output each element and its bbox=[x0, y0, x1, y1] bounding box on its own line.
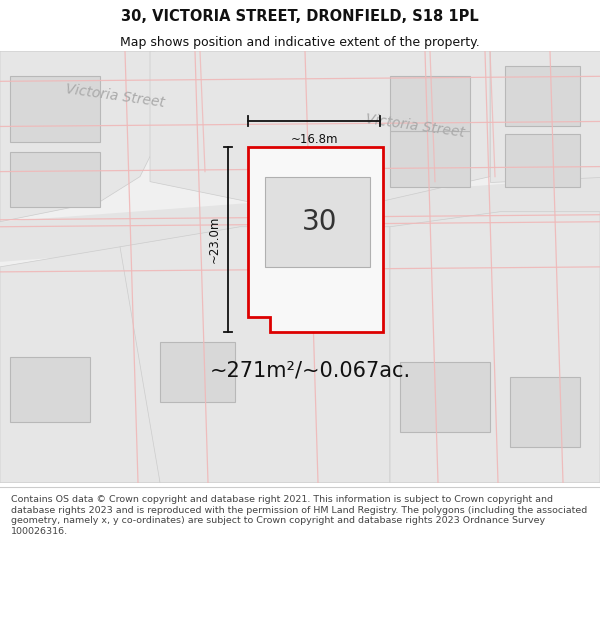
Bar bbox=[510, 378, 580, 448]
Text: ~16.8m: ~16.8m bbox=[290, 133, 338, 146]
Polygon shape bbox=[390, 212, 600, 482]
Polygon shape bbox=[490, 51, 600, 182]
Polygon shape bbox=[0, 247, 160, 482]
Polygon shape bbox=[0, 177, 600, 262]
Polygon shape bbox=[150, 51, 490, 202]
Bar bbox=[10, 151, 100, 207]
Text: 30: 30 bbox=[302, 208, 338, 236]
Polygon shape bbox=[248, 146, 383, 332]
Bar bbox=[400, 362, 490, 432]
Bar bbox=[160, 342, 235, 402]
Bar bbox=[505, 134, 580, 187]
Bar bbox=[10, 357, 90, 422]
Bar bbox=[10, 76, 100, 141]
Polygon shape bbox=[120, 227, 390, 482]
Text: 30, VICTORIA STREET, DRONFIELD, S18 1PL: 30, VICTORIA STREET, DRONFIELD, S18 1PL bbox=[121, 9, 479, 24]
Text: ~23.0m: ~23.0m bbox=[208, 216, 221, 263]
Text: Map shows position and indicative extent of the property.: Map shows position and indicative extent… bbox=[120, 36, 480, 49]
Text: Contains OS data © Crown copyright and database right 2021. This information is : Contains OS data © Crown copyright and d… bbox=[11, 496, 587, 536]
Polygon shape bbox=[0, 51, 165, 222]
Bar bbox=[390, 131, 470, 187]
Bar bbox=[505, 66, 580, 126]
Text: Victoria Street: Victoria Street bbox=[65, 82, 166, 110]
Text: Victoria Street: Victoria Street bbox=[365, 112, 466, 141]
Bar bbox=[265, 177, 370, 267]
Bar bbox=[390, 76, 470, 131]
Text: ~271m²/~0.067ac.: ~271m²/~0.067ac. bbox=[209, 360, 410, 380]
